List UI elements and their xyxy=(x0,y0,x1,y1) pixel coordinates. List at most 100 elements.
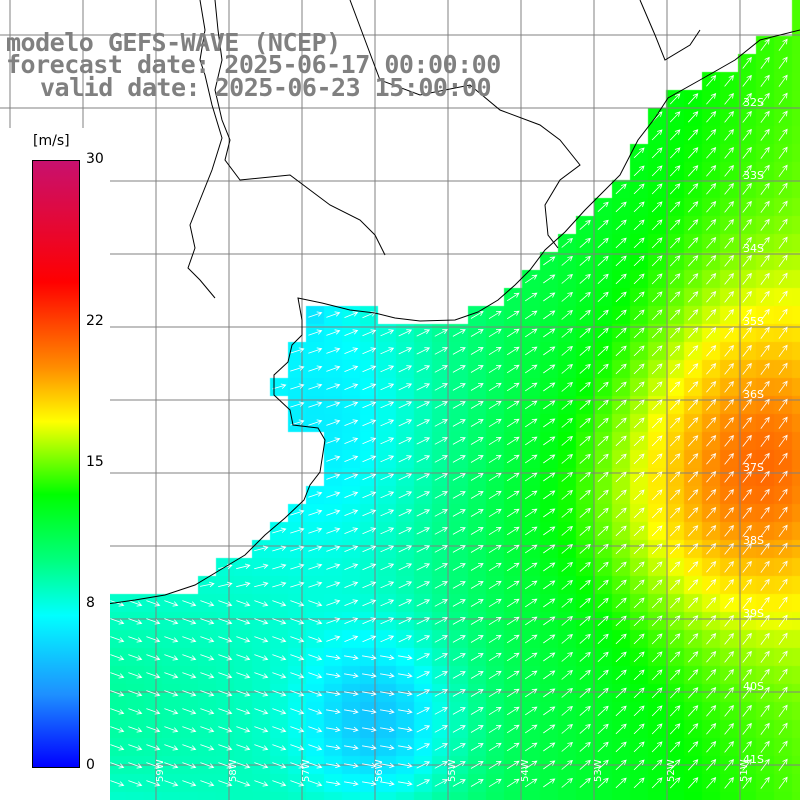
wind-arrow xyxy=(272,726,287,733)
wind-arrow xyxy=(688,489,699,501)
wind-arrow xyxy=(561,417,573,428)
wind-arrow xyxy=(778,344,788,357)
wind-arrow xyxy=(688,327,699,339)
wind-arrow xyxy=(633,543,645,555)
wind-arrow xyxy=(326,455,341,462)
wind-arrow xyxy=(128,618,143,625)
wind-arrow xyxy=(579,579,591,590)
wind-arrow xyxy=(561,399,573,410)
wind-arrow xyxy=(344,744,359,751)
wind-arrow xyxy=(362,383,377,391)
wind-arrow xyxy=(543,652,556,662)
wind-arrow xyxy=(254,672,269,679)
wind-arrow xyxy=(760,524,770,537)
wind-arrow xyxy=(308,419,323,426)
wind-arrow xyxy=(128,690,143,697)
wind-arrow xyxy=(669,201,681,213)
wind-arrow xyxy=(164,726,179,733)
wind-arrow xyxy=(778,668,788,681)
wind-arrow xyxy=(200,581,215,588)
wind-arrow xyxy=(597,759,609,770)
valid-date: valid date: 2025-06-23 15:00:00 xyxy=(40,73,492,102)
wind-arrow xyxy=(579,525,591,536)
wind-arrow xyxy=(182,636,197,643)
wind-arrow xyxy=(524,310,538,320)
wind-arrow xyxy=(380,491,395,499)
wind-arrow xyxy=(416,365,431,373)
wind-arrow xyxy=(308,581,323,588)
wind-arrow xyxy=(362,744,377,751)
wind-arrow xyxy=(597,633,609,644)
wind-arrow xyxy=(272,762,287,769)
wind-arrow xyxy=(290,618,305,625)
wind-arrow xyxy=(272,527,287,534)
wind-arrow xyxy=(326,545,341,552)
wind-arrow xyxy=(615,597,627,609)
wind-arrow xyxy=(561,453,573,464)
wind-arrow xyxy=(597,435,609,446)
wind-arrow xyxy=(778,254,788,267)
wind-arrow xyxy=(706,417,717,429)
wind-arrow xyxy=(416,347,431,355)
wind-arrow xyxy=(506,616,520,626)
wind-arrow xyxy=(633,237,645,249)
wind-arrow xyxy=(706,741,717,753)
wind-arrow xyxy=(615,201,627,213)
wind-arrow xyxy=(669,525,681,537)
wind-arrow xyxy=(706,489,717,501)
wind-arrow xyxy=(524,436,538,446)
wind-arrow xyxy=(488,688,502,698)
wind-arrow xyxy=(506,292,520,302)
wind-arrow xyxy=(760,650,770,663)
wind-arrow xyxy=(416,599,431,607)
wind-arrow xyxy=(362,509,377,517)
wind-arrow xyxy=(200,636,215,643)
wind-arrow xyxy=(128,708,143,715)
wind-arrow xyxy=(146,726,161,733)
wind-arrow xyxy=(669,435,681,447)
wind-arrow xyxy=(633,651,645,663)
wind-arrow xyxy=(290,600,305,607)
wind-arrow xyxy=(669,147,681,159)
wind-arrow xyxy=(669,417,681,429)
wind-arrow xyxy=(633,399,645,411)
wind-arrow xyxy=(724,74,734,87)
wind-arrow xyxy=(688,453,699,465)
wind-arrow xyxy=(579,561,591,572)
wind-arrow xyxy=(688,93,699,105)
wind-arrow xyxy=(272,581,287,588)
wind-arrow xyxy=(778,38,788,51)
wind-arrow xyxy=(579,255,591,266)
wind-arrow xyxy=(651,219,663,231)
wind-arrow xyxy=(290,401,305,408)
wind-arrow xyxy=(398,672,413,679)
wind-arrow xyxy=(218,744,233,751)
wind-arrow xyxy=(218,726,233,733)
wind-arrow xyxy=(236,690,251,697)
wind-arrow xyxy=(398,581,413,589)
wind-arrow xyxy=(669,345,681,357)
wind-arrow xyxy=(669,705,681,717)
wind-arrow xyxy=(778,92,788,105)
wind-arrow xyxy=(597,237,609,248)
wind-arrow xyxy=(308,708,323,715)
wind-arrow xyxy=(254,654,269,661)
wind-arrow xyxy=(760,722,770,735)
wind-arrow xyxy=(380,762,395,769)
wind-arrow xyxy=(524,346,538,356)
wind-arrow xyxy=(543,256,556,266)
wind-arrow xyxy=(308,383,323,390)
wind-arrow xyxy=(146,708,161,715)
latitude-label: 35S xyxy=(743,315,764,328)
wind-arrow xyxy=(579,723,591,734)
wind-arrow xyxy=(416,707,431,715)
wind-arrow xyxy=(470,761,484,769)
wind-arrow xyxy=(236,636,251,643)
wind-arrow xyxy=(182,618,197,625)
wind-arrow xyxy=(326,347,341,354)
wind-arrow xyxy=(488,706,502,716)
wind-arrow xyxy=(236,726,251,733)
wind-arrow xyxy=(597,741,609,752)
wind-arrow xyxy=(760,452,770,465)
